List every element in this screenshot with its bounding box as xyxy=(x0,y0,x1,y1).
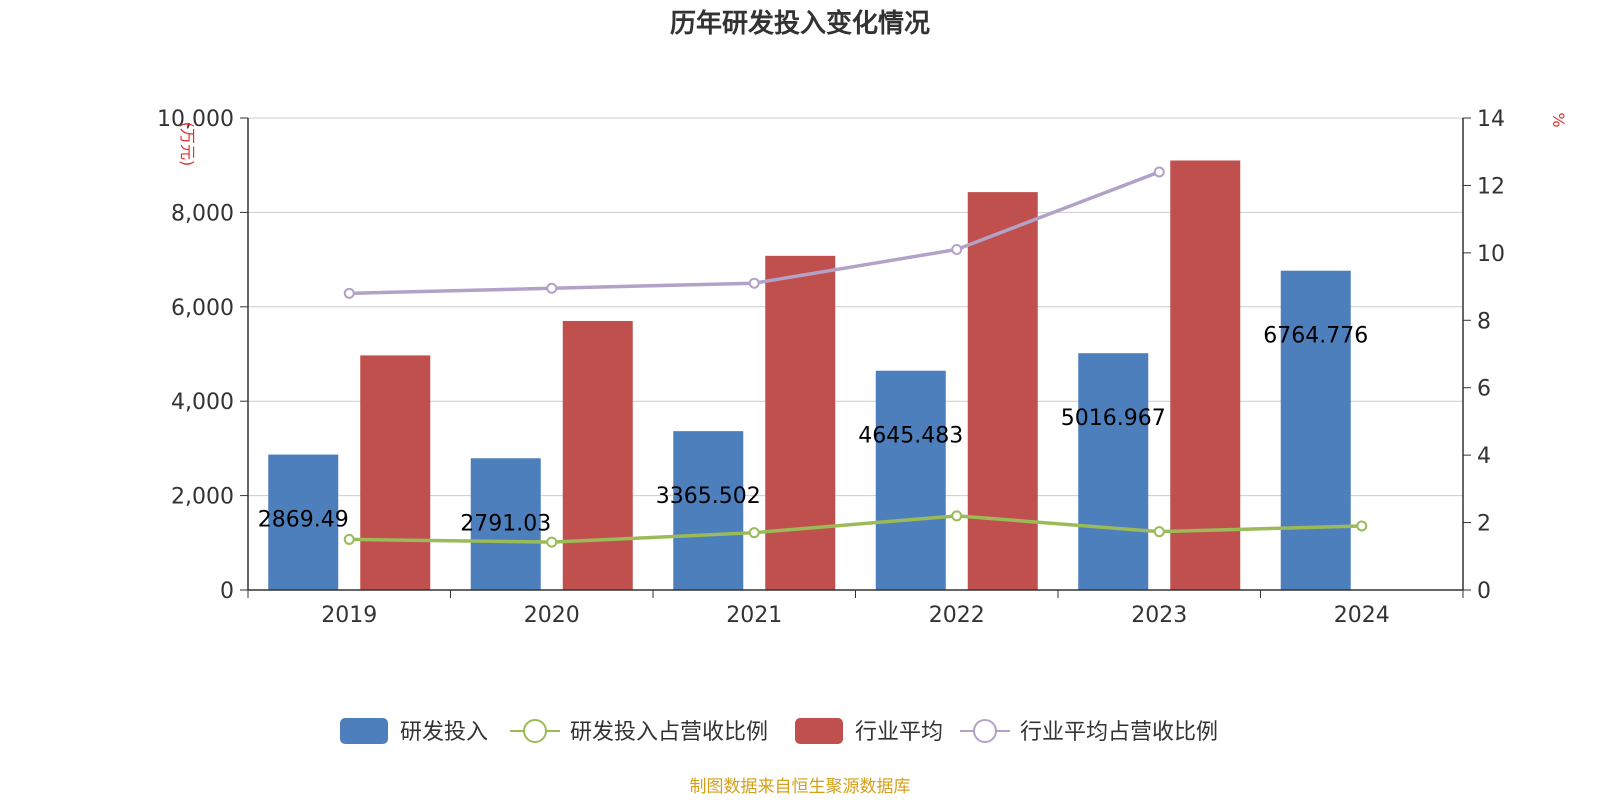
y-left-tick-label: 8,000 xyxy=(171,201,234,226)
y-left-tick-label: 4,000 xyxy=(171,390,234,415)
bar xyxy=(1078,353,1149,590)
bar xyxy=(875,370,946,590)
legend-item: 行业平均 xyxy=(795,718,943,745)
y-right-tick-label: 14 xyxy=(1477,107,1505,132)
legend-swatch xyxy=(340,718,388,744)
line-point xyxy=(546,282,558,294)
source-note: 制图数据来自恒生聚源数据库 xyxy=(690,777,911,797)
y-left-tick-label: 10,000 xyxy=(157,107,234,132)
bar xyxy=(562,320,633,590)
legend-label: 行业平均占营收比例 xyxy=(1020,720,1218,745)
data-label: 3365.502 xyxy=(656,484,761,509)
y-left-unit: (万元) xyxy=(178,122,197,167)
bar xyxy=(765,255,836,590)
lines xyxy=(343,166,1368,548)
x-tick-label: 2024 xyxy=(1334,603,1390,628)
x-tick-label: 2023 xyxy=(1131,603,1187,628)
data-label: 6764.776 xyxy=(1263,324,1368,349)
bars xyxy=(268,160,1351,591)
bar xyxy=(673,431,744,590)
y-left-tick-label: 2,000 xyxy=(171,485,234,510)
legend-marker xyxy=(973,719,997,743)
grid-lines xyxy=(248,117,1463,497)
line-point xyxy=(343,533,355,545)
y-right-tick-label: 0 xyxy=(1477,579,1491,604)
y-right-tick-label: 2 xyxy=(1477,512,1491,537)
bar xyxy=(1170,160,1241,591)
bar xyxy=(967,192,1038,590)
line-point xyxy=(546,536,558,548)
bar xyxy=(360,355,431,590)
line-point xyxy=(1153,166,1165,178)
legend-item: 行业平均占营收比例 xyxy=(960,719,1218,745)
legend-label: 研发投入 xyxy=(400,720,488,745)
y-right-unit: % xyxy=(1549,112,1568,127)
legend-item: 研发投入占营收比例 xyxy=(510,719,768,745)
x-tick-label: 2019 xyxy=(321,603,377,628)
bar xyxy=(268,454,339,590)
legend: 研发投入 研发投入占营收比例 行业平均 行业平均占营收比例 xyxy=(340,718,1218,745)
line-point xyxy=(1356,520,1368,532)
data-label: 2791.03 xyxy=(460,511,551,536)
y-left-tick-label: 0 xyxy=(220,579,234,604)
legend-swatch xyxy=(795,718,843,744)
y-right-tick-label: 6 xyxy=(1477,377,1491,402)
data-label: 4645.483 xyxy=(858,424,963,449)
legend-item: 研发投入 xyxy=(340,718,488,745)
x-tick-label: 2022 xyxy=(929,603,985,628)
bar xyxy=(1280,270,1351,590)
line-point xyxy=(748,277,760,289)
data-label: 5016.967 xyxy=(1061,406,1166,431)
bar xyxy=(470,458,541,590)
axes: 0 2,000 4,000 6,000 8,000 10,000 0 2 4 6 8 10 12 14 20… xyxy=(157,107,1568,628)
y-right-tick-label: 8 xyxy=(1477,309,1491,334)
y-right-tick-label: 10 xyxy=(1477,242,1505,267)
legend-label: 研发投入占营收比例 xyxy=(570,720,768,745)
line-point xyxy=(748,527,760,539)
y-right-tick-label: 12 xyxy=(1477,174,1505,199)
x-tick-label: 2021 xyxy=(726,603,782,628)
line-point xyxy=(1153,526,1165,538)
chart-title: 历年研发投入变化情况 xyxy=(670,8,930,39)
line-point xyxy=(951,510,963,522)
y-left-tick-label: 6,000 xyxy=(171,296,234,321)
data-label: 2869.49 xyxy=(258,508,349,533)
series-line xyxy=(349,514,1362,544)
legend-marker xyxy=(523,719,547,743)
data-labels: 2869.49 2791.03 3365.502 4645.483 5016.967 67… xyxy=(258,324,1368,537)
x-tick-label: 2020 xyxy=(524,603,580,628)
line-point xyxy=(951,243,963,255)
line-point xyxy=(343,287,355,299)
legend-label: 行业平均 xyxy=(855,720,943,745)
y-right-tick-label: 4 xyxy=(1477,444,1491,469)
